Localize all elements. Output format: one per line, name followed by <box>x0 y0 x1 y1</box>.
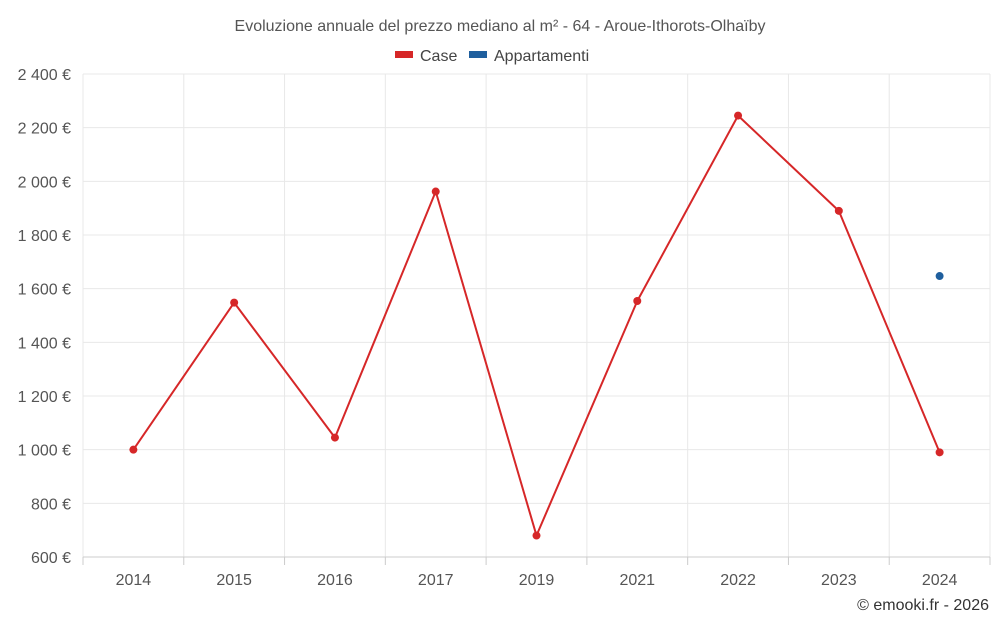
x-axis-ticks: 2014 2015 2016 2017 2019 2021 2022 2023 2024 <box>116 572 958 589</box>
x-tick-label: 2014 <box>116 572 152 589</box>
data-point[interactable] <box>431 187 440 196</box>
x-tick-label: 2015 <box>216 572 252 589</box>
data-point[interactable] <box>935 448 944 457</box>
data-point[interactable] <box>935 272 944 281</box>
data-point[interactable] <box>633 297 642 306</box>
series-layer <box>129 111 944 540</box>
legend-label-1[interactable]: Case <box>420 48 457 65</box>
x-tick-label: 2016 <box>317 572 353 589</box>
data-point[interactable] <box>834 206 843 215</box>
legend-swatch-2[interactable] <box>469 51 487 58</box>
y-tick-label: 1 400 € <box>18 335 71 352</box>
y-tick-label: 1 600 € <box>18 282 71 299</box>
legend: Case Appartamenti <box>395 48 589 65</box>
y-tick-label: 800 € <box>31 496 71 513</box>
data-point[interactable] <box>330 433 339 442</box>
y-tick-label: 2 200 € <box>18 121 71 138</box>
data-point[interactable] <box>734 111 743 120</box>
y-tick-label: 1 800 € <box>18 228 71 245</box>
y-tick-label: 1 200 € <box>18 389 71 406</box>
credit-label: © emooki.fr - 2026 <box>857 597 989 614</box>
series-line-1 <box>132 114 941 537</box>
data-point[interactable] <box>532 531 541 540</box>
y-tick-label: 1 000 € <box>18 443 71 460</box>
x-tick-label: 2017 <box>418 572 454 589</box>
y-tick-label: 600 € <box>31 550 71 567</box>
data-point[interactable] <box>129 445 138 454</box>
x-gridlines <box>82 74 991 557</box>
x-axis <box>82 556 991 565</box>
legend-label-2[interactable]: Appartamenti <box>494 48 589 65</box>
x-tick-label: 2024 <box>922 572 958 589</box>
chart-title: Evoluzione annuale del prezzo mediano al… <box>235 18 766 35</box>
x-tick-label: 2019 <box>519 572 555 589</box>
x-tick-label: 2021 <box>619 572 655 589</box>
x-tick-label: 2023 <box>821 572 857 589</box>
data-point[interactable] <box>230 298 239 307</box>
y-gridlines <box>83 73 990 504</box>
y-axis-ticks: 600 € 800 € 1 000 € 1 200 € 1 400 € 1 600 € 1 … <box>18 67 71 567</box>
y-tick-label: 2 000 € <box>18 174 71 191</box>
x-tick-label: 2022 <box>720 572 756 589</box>
y-tick-label: 2 400 € <box>18 67 71 84</box>
legend-swatch-1[interactable] <box>395 51 413 58</box>
